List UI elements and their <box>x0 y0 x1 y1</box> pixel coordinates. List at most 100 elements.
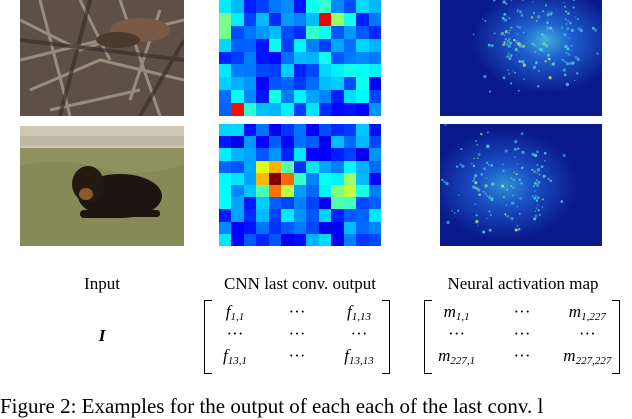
heatmap-cell <box>281 172 294 185</box>
heatmap-cell <box>219 197 232 210</box>
left-bracket <box>204 300 212 374</box>
activation-speck <box>445 182 449 186</box>
heatmap-cell <box>219 38 232 52</box>
heatmap-cell <box>368 209 381 222</box>
activation-speck <box>542 10 545 13</box>
activation-speck <box>518 212 521 215</box>
activation-speck <box>561 59 564 61</box>
heatmap-cell <box>256 148 269 161</box>
activation-speck <box>565 23 568 25</box>
activation-speck <box>508 37 511 41</box>
matrix-cell: f13,1 <box>223 346 247 367</box>
heatmap-cell <box>256 160 269 173</box>
heatmap-cell <box>356 233 369 246</box>
activation-speck <box>538 69 541 72</box>
activation-speck <box>536 172 538 174</box>
matrix-cell: ··· <box>513 324 531 343</box>
activation-speck <box>510 0 513 1</box>
activation-speck <box>472 179 475 182</box>
activation-speck <box>516 205 519 208</box>
activation-speck <box>531 42 534 45</box>
heatmap-cell <box>268 77 282 91</box>
heatmap-cell <box>356 0 369 13</box>
heatmap-cell <box>268 209 282 222</box>
activation-speck <box>596 52 599 55</box>
matrix-row: ··· ··· ··· <box>204 324 390 344</box>
activation-speck <box>574 79 576 81</box>
heatmap-cell <box>243 160 257 173</box>
activation-speck <box>535 199 539 202</box>
activation-speck <box>482 190 485 193</box>
activation-speck <box>544 59 547 63</box>
heatmap-cell <box>256 38 269 52</box>
activation-speck <box>520 132 524 136</box>
heatmap-cell <box>243 124 257 137</box>
heatmap-cell <box>306 38 319 52</box>
heatmap-cell <box>281 197 294 210</box>
activation-speck <box>549 13 553 16</box>
activation-speck <box>549 11 554 15</box>
activation-speck <box>502 76 506 80</box>
heatmap-cell <box>306 233 319 246</box>
heatmap-cell <box>356 12 369 26</box>
activation-speck <box>501 16 505 20</box>
activation-speck <box>505 204 508 206</box>
heatmap-cell <box>293 0 307 13</box>
heatmap-cell <box>343 77 357 91</box>
heatmap-cell <box>368 77 381 91</box>
heatmap-cell <box>219 160 232 173</box>
activation-speck <box>516 33 518 36</box>
activation-speck <box>517 89 520 92</box>
heatmap-cell <box>318 12 332 26</box>
heatmap-cell <box>368 64 381 78</box>
activation-speck <box>522 31 525 34</box>
heatmap-cell <box>256 209 269 222</box>
activation-speck <box>548 76 552 80</box>
activation-speck <box>459 163 462 166</box>
activation-speck <box>536 20 538 22</box>
activation-speck <box>500 31 505 36</box>
activation-speck <box>501 184 505 188</box>
heatmap-cell <box>231 25 244 39</box>
heatmap-cell <box>356 221 369 234</box>
heatmap-cell <box>268 124 282 137</box>
heatmap-cell <box>368 221 381 234</box>
heatmap-cell <box>343 221 357 234</box>
activation-speck <box>516 25 519 28</box>
activation-speck <box>517 50 520 53</box>
heatmap-cell <box>356 197 369 210</box>
heatmap-cell <box>219 209 232 222</box>
heatmap-cell <box>243 209 257 222</box>
heatmap-cell <box>318 172 332 185</box>
right-bracket <box>382 300 390 374</box>
activation-speck <box>476 157 479 160</box>
activation-speck <box>537 31 539 33</box>
activation-speck <box>507 52 510 55</box>
heatmap-cell <box>318 160 332 173</box>
heatmap-cell <box>219 0 232 13</box>
heatmap-cell <box>293 233 307 246</box>
activation-speck <box>503 41 506 44</box>
heatmap-cell <box>356 160 369 173</box>
heatmap-cell <box>219 25 232 39</box>
activation-speck <box>576 57 580 61</box>
heatmap-cell <box>293 12 307 26</box>
heatmap-cell <box>318 209 332 222</box>
heatmap-cell <box>281 184 294 198</box>
activation-speck <box>517 228 521 231</box>
activation-speck <box>474 181 478 185</box>
activation-speck <box>551 62 555 66</box>
activation-speck <box>502 169 505 172</box>
heatmap-cell <box>343 12 357 26</box>
activation-speck <box>510 26 513 30</box>
activation-speck <box>565 10 568 13</box>
activation-speck <box>516 10 519 13</box>
heatmap-cell <box>219 103 232 116</box>
activation-speck <box>547 177 550 180</box>
heatmap-cell <box>256 197 269 210</box>
activation-speck <box>531 195 534 198</box>
activation-speck <box>574 16 577 18</box>
heatmap-cell <box>231 51 244 65</box>
heatmap-cell <box>268 12 282 26</box>
heatmap-cell <box>343 209 357 222</box>
